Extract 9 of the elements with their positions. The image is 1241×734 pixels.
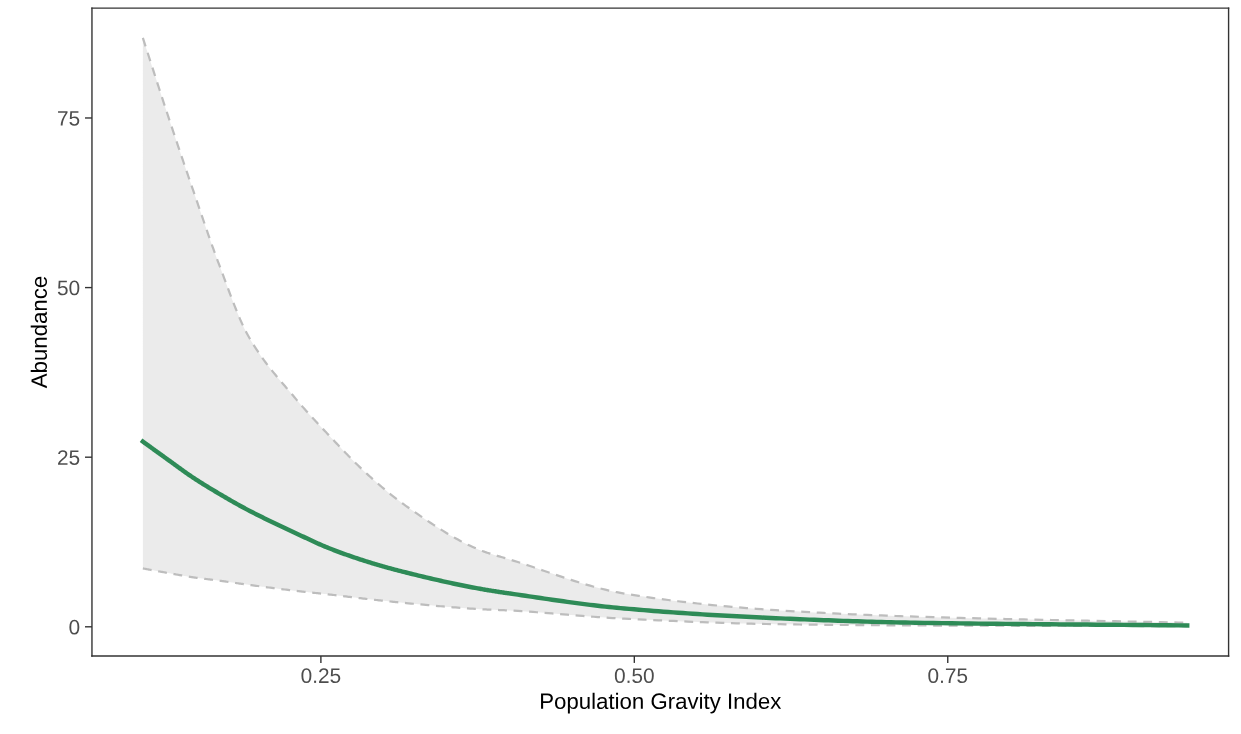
x-tick-label: 0.25: [301, 668, 341, 684]
y-tick-label: 25: [58, 450, 80, 465]
y-tick-label: 75: [58, 111, 80, 126]
x-tick-label: 0.50: [614, 668, 654, 684]
x-tick-label: 0.75: [928, 668, 968, 684]
y-tick-label: 0: [69, 619, 80, 635]
y-tick-label: 50: [57, 280, 80, 296]
y-axis-title: Abundance: [30, 276, 48, 389]
x-axis-title: Population Gravity Index: [541, 692, 782, 714]
